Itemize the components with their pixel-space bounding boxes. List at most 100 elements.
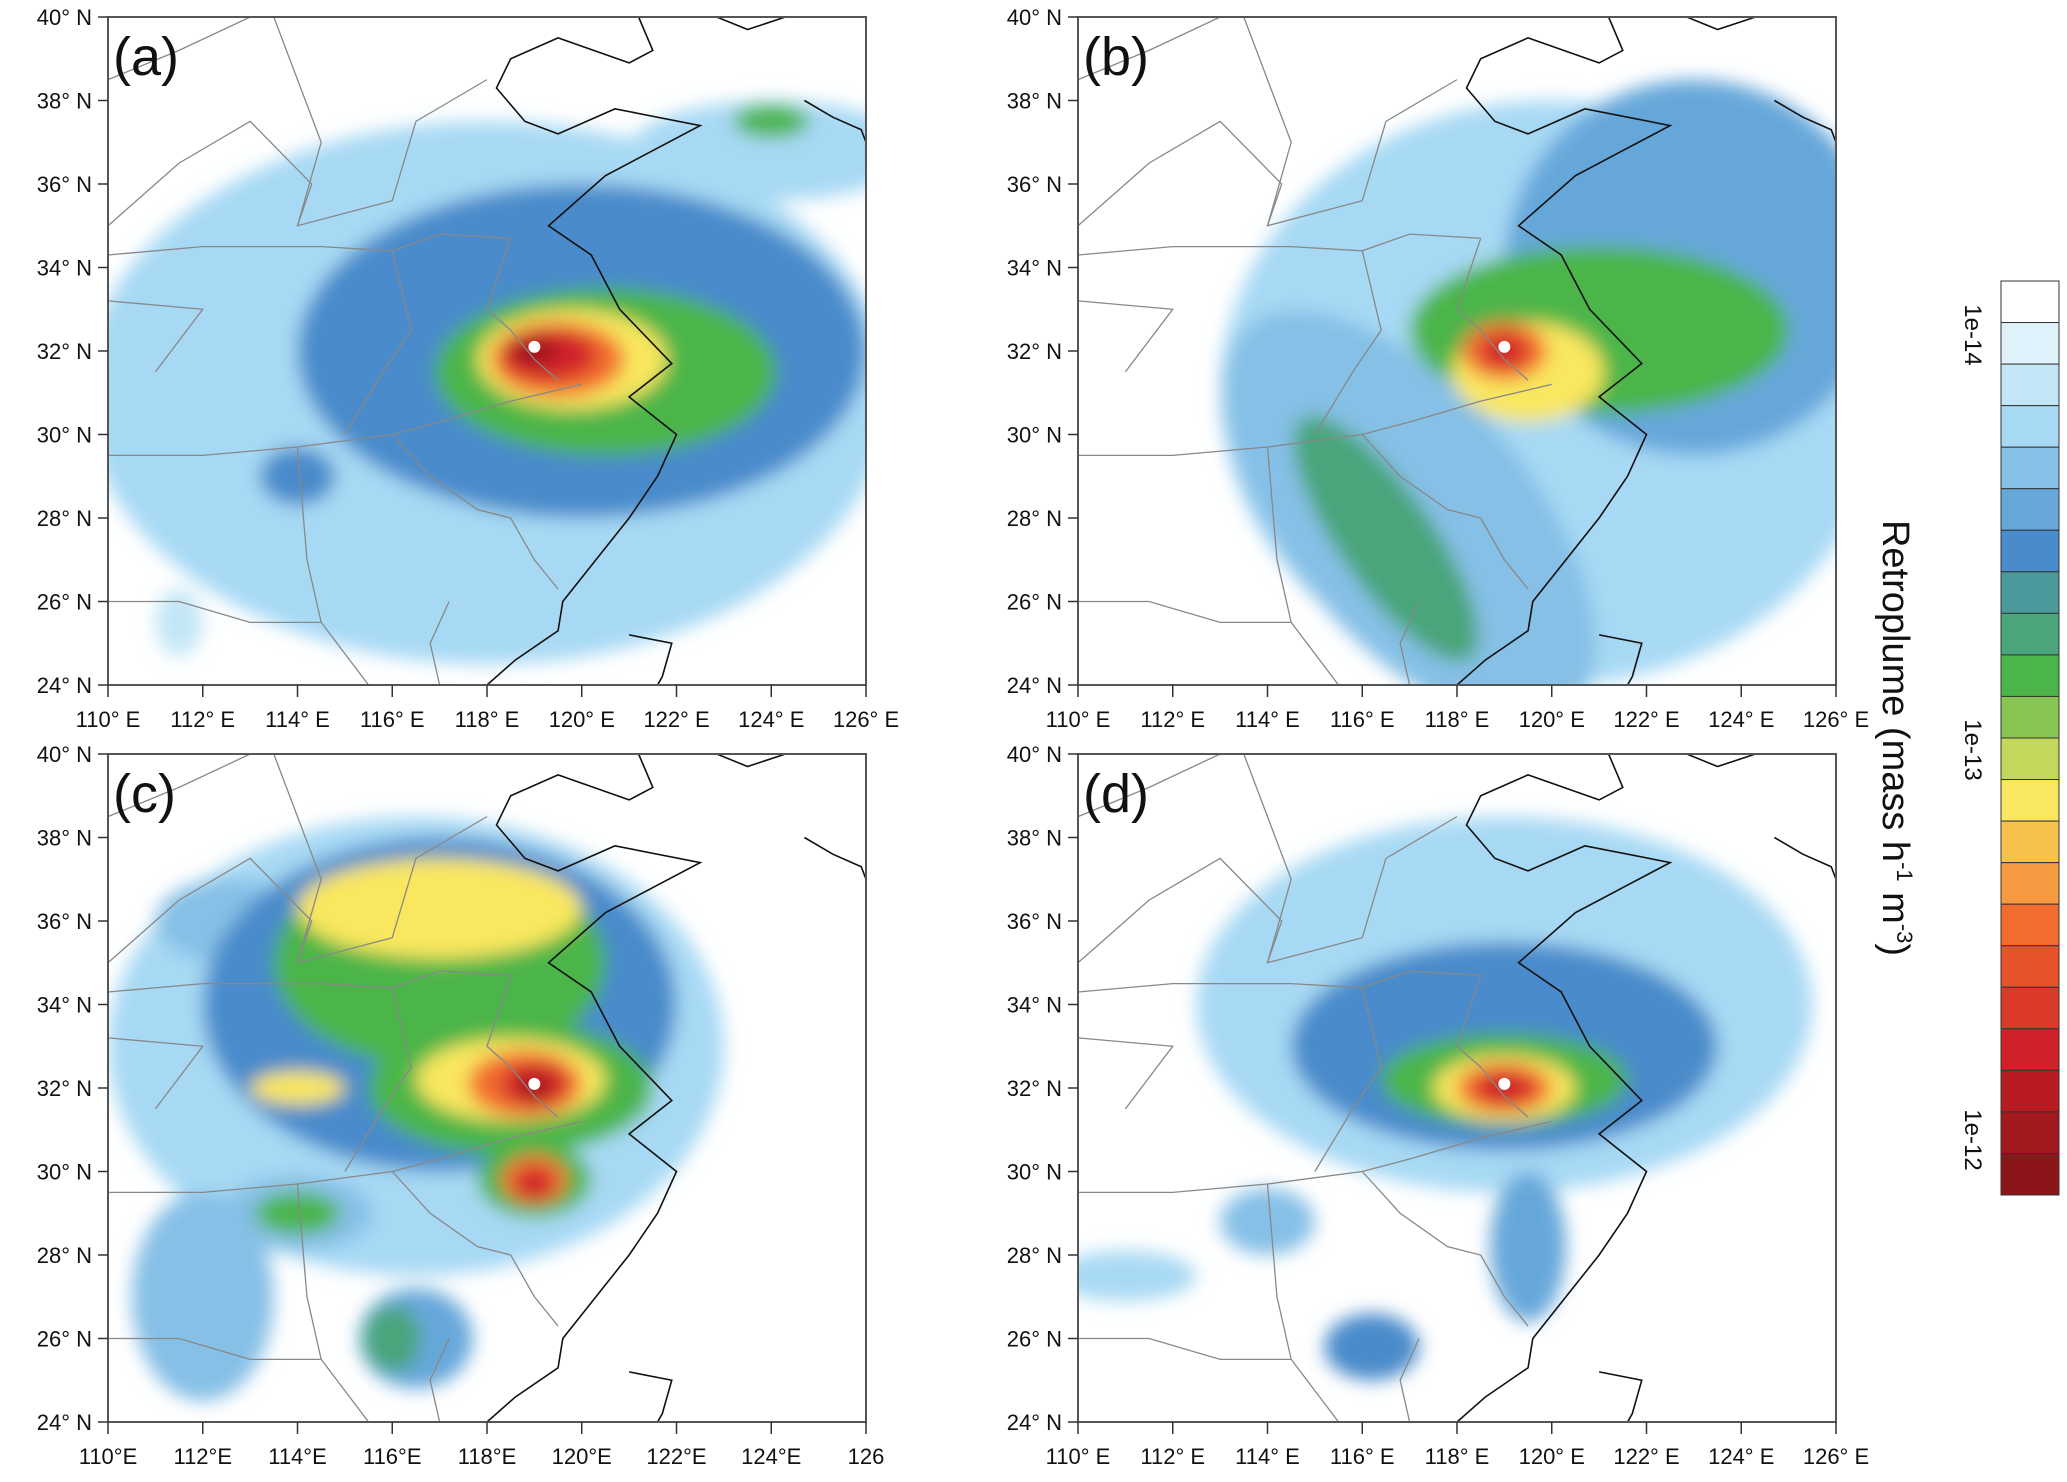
coastline: [1598, 1371, 1643, 1422]
province-boundary: [1243, 17, 1458, 227]
lon-tick-label: 120°E: [552, 1444, 612, 1469]
coastline: [486, 17, 703, 685]
lat-tick-label: 38° N: [37, 826, 92, 851]
lat-tick-label: 38° N: [1007, 826, 1062, 851]
lat-tick-label: 38° N: [37, 89, 92, 114]
coastline: [638, 17, 786, 31]
province-boundary: [1243, 754, 1458, 964]
lon-tick-label: 120° E: [549, 707, 615, 732]
plume-contour: [363, 1305, 421, 1372]
coastline: [1608, 754, 1756, 768]
lon-tick-label: 112° E: [170, 707, 235, 732]
lat-tick-label: 28° N: [1007, 1243, 1062, 1268]
colorbar-swatch: [2000, 529, 2060, 573]
retroplume-field: [108, 754, 866, 1422]
lat-tick-label: 34° N: [37, 993, 92, 1018]
lon-tick-label: 112° E: [1140, 707, 1205, 732]
province-boundary: [1078, 17, 1221, 81]
map-panel-a: (a) 24° N 26° N 28° N 30° N 32° N 34° N 36° N 38…: [37, 5, 899, 732]
province-boundary: [1078, 754, 1221, 818]
colorbar-title: Retroplume (mass h-1 m-3): [1874, 519, 1917, 957]
province-boundary: [1078, 1037, 1174, 1110]
plume-contour: [344, 505, 487, 656]
lat-tick-label: 28° N: [1007, 506, 1062, 531]
lat-tick-label: 36° N: [37, 909, 92, 934]
plume-contour: [1220, 1188, 1315, 1255]
lat-tick-label: 36° N: [37, 172, 92, 197]
coastline: [804, 836, 866, 880]
province-boundary: [296, 446, 370, 685]
colorbar-tick: 1e-12: [1959, 1109, 1986, 1171]
lon-tick-label: 110° E: [1046, 707, 1111, 732]
province-boundary: [1078, 233, 1481, 256]
province-boundary: [1456, 975, 1529, 1118]
lat-tick-label: 32° N: [1007, 1076, 1062, 1101]
province-boundary: [108, 1337, 322, 1361]
source-marker: [528, 340, 541, 353]
coastline: [1774, 836, 1836, 880]
lon-tick-label: 126° E: [1803, 1444, 1869, 1469]
colorbar: [2000, 280, 2060, 1196]
lat-tick-label: 26° N: [37, 590, 92, 615]
coastline: [1608, 17, 1756, 31]
lon-tick-label: 116° E: [1330, 707, 1395, 732]
colorbar-swatch: [2000, 405, 2060, 448]
map-panel-d: (d) 24° N 26° N 28° N 30° N 32° N 34° N 36° N 38…: [1007, 742, 1869, 1469]
coastline: [1598, 634, 1643, 685]
colorbar-tick: 1e-14: [1959, 304, 1986, 366]
lat-tick-label: 30° N: [37, 423, 92, 448]
colorbar-swatch: [2000, 571, 2060, 614]
coastline: [628, 1371, 673, 1422]
lat-tick-label: 40° N: [1007, 742, 1062, 767]
province-boundary: [108, 233, 511, 256]
lat-tick-label: 32° N: [37, 1076, 92, 1101]
lat-tick-label: 40° N: [1007, 5, 1062, 30]
province-boundary: [1078, 600, 1292, 624]
province-boundary: [108, 970, 511, 993]
province-boundary: [429, 1338, 450, 1422]
lat-tick-label: 26° N: [1007, 590, 1062, 615]
lat-tick-label: 28° N: [37, 506, 92, 531]
province-boundary: [108, 857, 313, 964]
lat-tick-label: 34° N: [1007, 993, 1062, 1018]
plume-contour: [131, 1192, 274, 1402]
plume-contour: [733, 104, 810, 139]
coastline: [1456, 754, 1673, 1422]
lon-tick-label: 110° E: [76, 707, 141, 732]
lat-tick-label: 36° N: [1007, 909, 1062, 934]
colorbar-swatch: [2000, 280, 2060, 324]
lat-tick-label: 32° N: [37, 339, 92, 364]
source-marker: [1498, 340, 1511, 353]
plume-contour: [515, 1167, 554, 1201]
colorbar-tick: 1e-13: [1959, 719, 1986, 781]
lon-tick-label: 126° E: [833, 707, 899, 732]
lon-tick-label: 114° E: [1235, 707, 1300, 732]
colorbar-swatch: [2000, 1111, 2060, 1154]
province-boundary: [1399, 1338, 1420, 1422]
lon-tick-label: 122° E: [643, 707, 709, 732]
map-panel-b: (b) 24° N 26° N 28° N 30° N 32° N 34° N 36° N 38…: [1007, 5, 1869, 732]
panel-label: (c): [113, 764, 176, 824]
lat-tick-label: 34° N: [37, 256, 92, 281]
panel-label: (d): [1083, 764, 1149, 824]
lon-tick-label: 120° E: [1519, 1444, 1585, 1469]
lat-tick-label: 40° N: [37, 5, 92, 30]
province-boundary: [1266, 446, 1340, 685]
lon-tick-label: 124° E: [1708, 1444, 1774, 1469]
colorbar-swatch: [2000, 986, 2060, 1030]
lon-tick-label: 122° E: [1613, 707, 1679, 732]
plume-contour: [250, 1071, 345, 1105]
colorbar-swatch: [2000, 820, 2060, 864]
coastline: [486, 754, 703, 1422]
colorbar-swatch: [2000, 903, 2060, 947]
retroplume-field: [108, 17, 866, 685]
province-boundary: [1078, 1337, 1292, 1361]
province-boundary: [108, 1037, 204, 1110]
province-boundary: [1314, 250, 1382, 435]
colorbar-swatch: [2000, 1028, 2060, 1071]
province-boundary: [486, 238, 559, 381]
lat-tick-label: 30° N: [1007, 423, 1062, 448]
colorbar-swatch: [2000, 446, 2060, 490]
lon-tick-label: 124° E: [1708, 707, 1774, 732]
